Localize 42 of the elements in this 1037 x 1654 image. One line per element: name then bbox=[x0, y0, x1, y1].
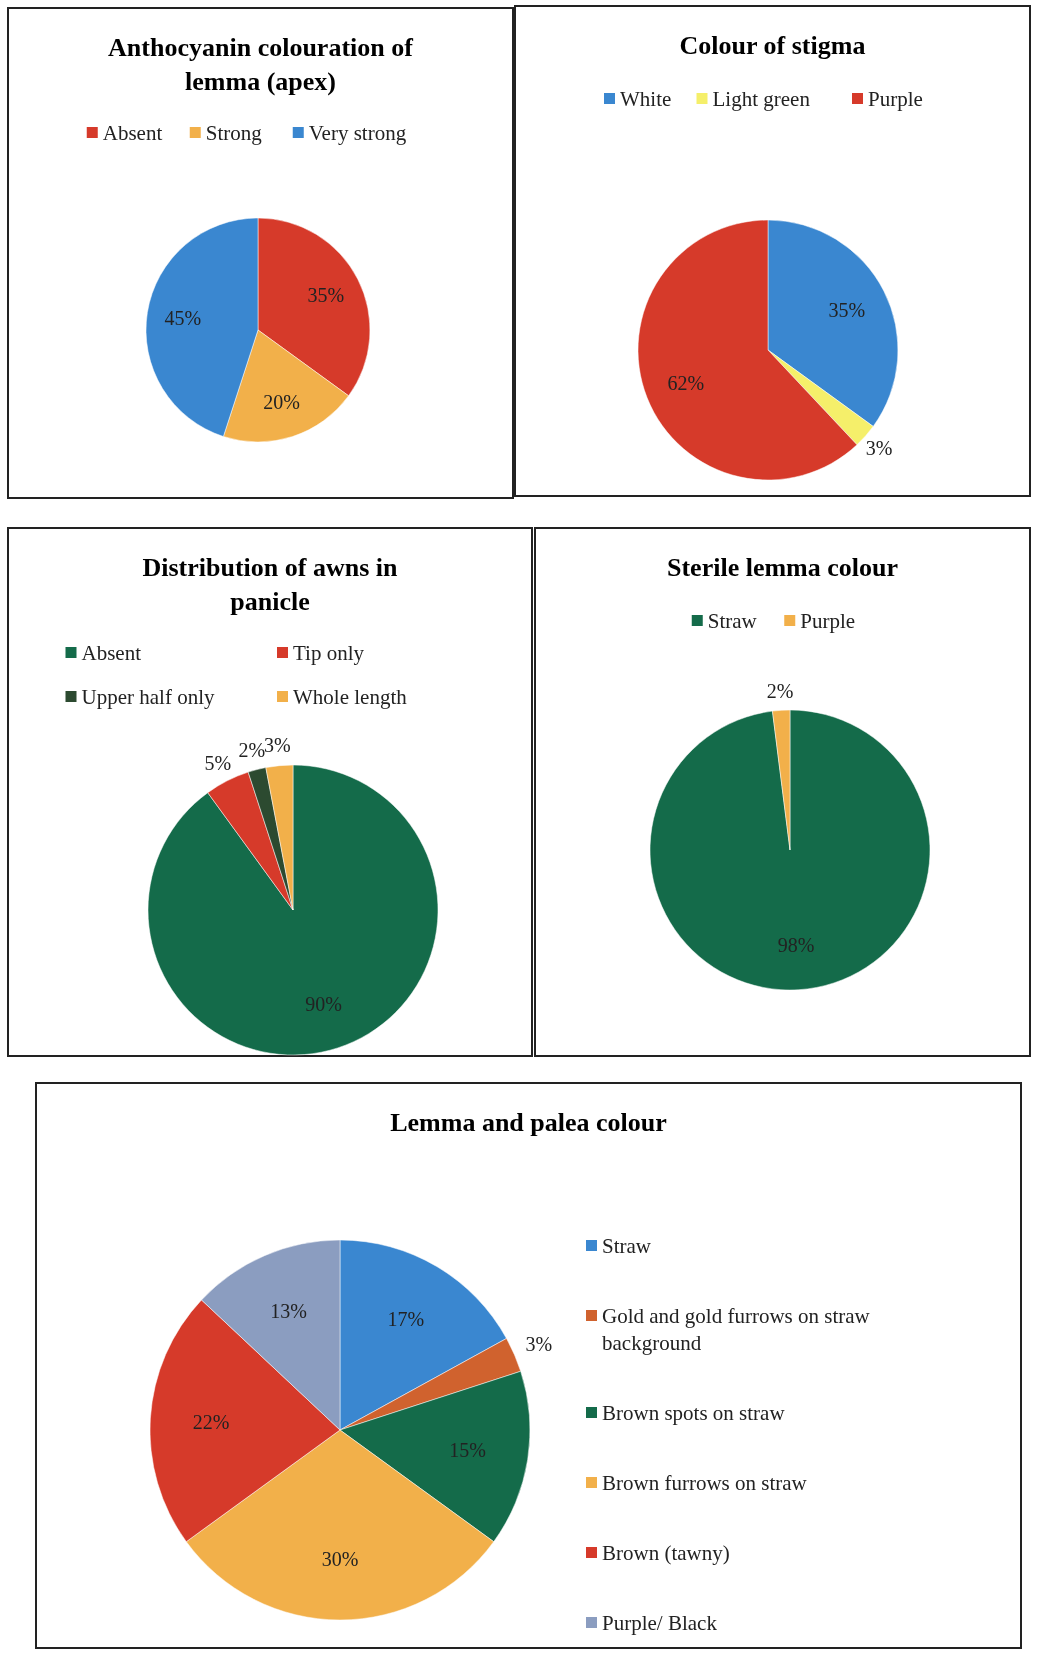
legend-label: Whole length bbox=[293, 685, 408, 709]
legend-label: Purple/ Black bbox=[602, 1611, 718, 1635]
chart-title: Distribution of awns in panicle bbox=[142, 553, 399, 616]
text: Lemma and palea colour bbox=[390, 1108, 667, 1137]
legend-label: Brown furrows on straw bbox=[602, 1471, 808, 1495]
data-label: 2% bbox=[238, 738, 266, 761]
legend-label: Straw bbox=[707, 609, 758, 633]
data-label: 3% bbox=[525, 1332, 553, 1355]
legend-label: Absent bbox=[81, 641, 142, 665]
data-label: 13% bbox=[270, 1300, 308, 1323]
data-label: 5% bbox=[204, 751, 232, 774]
legend-label: Upper half only bbox=[81, 685, 215, 709]
data-label: 98% bbox=[777, 934, 815, 957]
data-label: 17% bbox=[387, 1307, 425, 1330]
legend-label: White bbox=[620, 87, 672, 111]
data-label: 2% bbox=[766, 679, 794, 702]
data-label: 35% bbox=[307, 284, 345, 307]
data-label: 3% bbox=[865, 437, 893, 460]
data-label: 30% bbox=[321, 1548, 359, 1571]
legend-label: Absent bbox=[102, 121, 163, 145]
legend-label: Purple bbox=[800, 609, 856, 633]
data-label: 3% bbox=[264, 734, 291, 757]
legend-label: Gold and gold furrows on straw background bbox=[602, 1304, 871, 1355]
data-label: 20% bbox=[263, 391, 300, 414]
legend-label: Light green bbox=[712, 87, 811, 111]
data-label: 90% bbox=[305, 992, 342, 1015]
data-label: 35% bbox=[828, 298, 866, 321]
chart-title: Colour of stigma bbox=[679, 31, 866, 60]
data-label: 22% bbox=[192, 1410, 230, 1433]
chart-title: Anthocyanin colouration of lemma (apex) bbox=[108, 33, 414, 96]
data-label: 45% bbox=[164, 307, 202, 330]
data-label: 62% bbox=[667, 371, 705, 394]
chart-title: Sterile lemma colour bbox=[666, 553, 899, 582]
legend-label: Purple bbox=[868, 87, 923, 111]
pie-slice bbox=[649, 709, 931, 990]
legend-label: Strong bbox=[205, 121, 263, 145]
legend-label: Straw bbox=[602, 1234, 652, 1258]
legend-label: Tip only bbox=[293, 641, 365, 665]
data-label: 15% bbox=[449, 1439, 486, 1462]
legend-label: Brown spots on straw bbox=[602, 1401, 786, 1425]
legend-label: Brown (tawny) bbox=[602, 1541, 730, 1565]
legend-label: Very strong bbox=[308, 121, 407, 145]
